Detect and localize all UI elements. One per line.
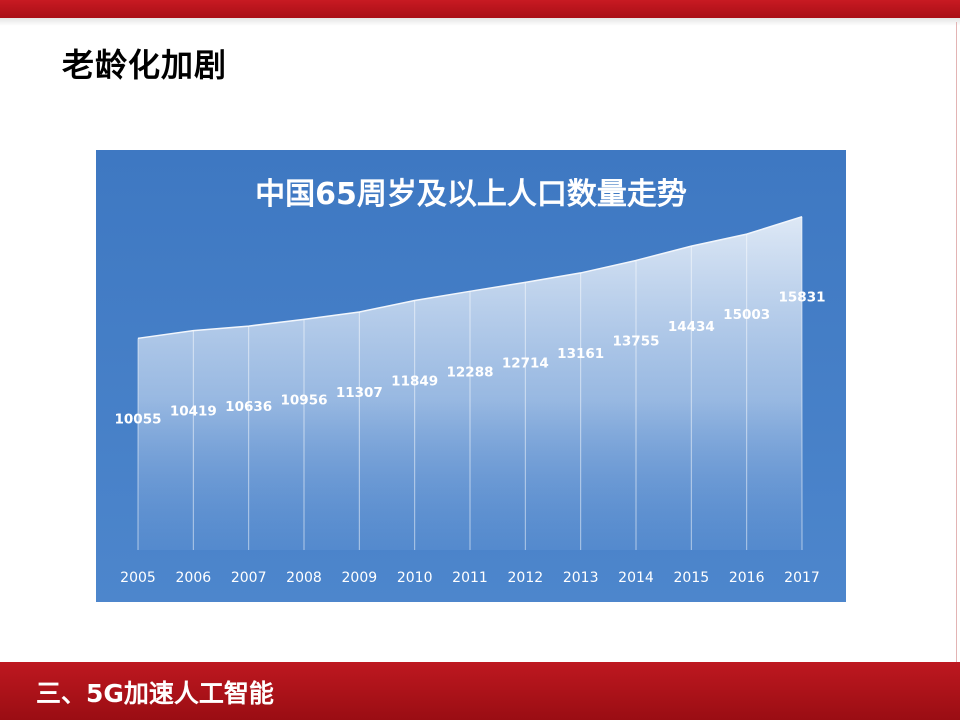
value-label-2010: 11849	[391, 374, 438, 390]
value-label-2005: 10055	[115, 411, 162, 427]
value-label-2017: 15831	[779, 290, 826, 306]
x-tick-2011: 2011	[452, 570, 488, 586]
x-tick-2013: 2013	[563, 570, 599, 586]
x-tick-2009: 2009	[342, 570, 378, 586]
x-tick-2015: 2015	[674, 570, 710, 586]
value-label-2015: 14434	[668, 319, 715, 335]
value-label-2009: 11307	[336, 385, 383, 401]
chart-panel: 中国65周岁及以上人口数量走势 10055 10419 10636 10956 1130…	[96, 150, 846, 602]
x-tick-2010: 2010	[397, 570, 433, 586]
top-accent-bar	[0, 0, 960, 18]
x-tick-2017: 2017	[784, 570, 820, 586]
value-label-2013: 13161	[557, 346, 604, 362]
value-label-2006: 10419	[170, 404, 217, 420]
value-label-2012: 12714	[502, 355, 549, 371]
footer-section-title: 三、5G加速人工智能	[36, 679, 274, 708]
value-label-2014: 13755	[613, 333, 660, 349]
footer-bar: 三、5G加速人工智能	[0, 662, 960, 720]
x-tick-2012: 2012	[508, 570, 544, 586]
right-border-rule	[956, 22, 957, 662]
x-tick-2006: 2006	[176, 570, 212, 586]
chart-title: 中国65周岁及以上人口数量走势	[255, 177, 687, 212]
value-label-2008: 10956	[281, 392, 328, 408]
slide-title: 老龄化加剧	[62, 46, 228, 84]
x-tick-2008: 2008	[286, 570, 322, 586]
top-bar-shadow	[0, 18, 960, 26]
population-line	[137, 216, 803, 340]
value-label-2007: 10636	[225, 399, 272, 415]
x-tick-2005: 2005	[120, 570, 156, 586]
value-label-2011: 12288	[447, 364, 494, 380]
x-tick-2016: 2016	[729, 570, 765, 586]
area-chart: 中国65周岁及以上人口数量走势 10055 10419 10636 10956 1130…	[115, 177, 826, 586]
x-tick-2007: 2007	[231, 570, 267, 586]
x-tick-2014: 2014	[618, 570, 654, 586]
value-label-2016: 15003	[723, 307, 770, 323]
